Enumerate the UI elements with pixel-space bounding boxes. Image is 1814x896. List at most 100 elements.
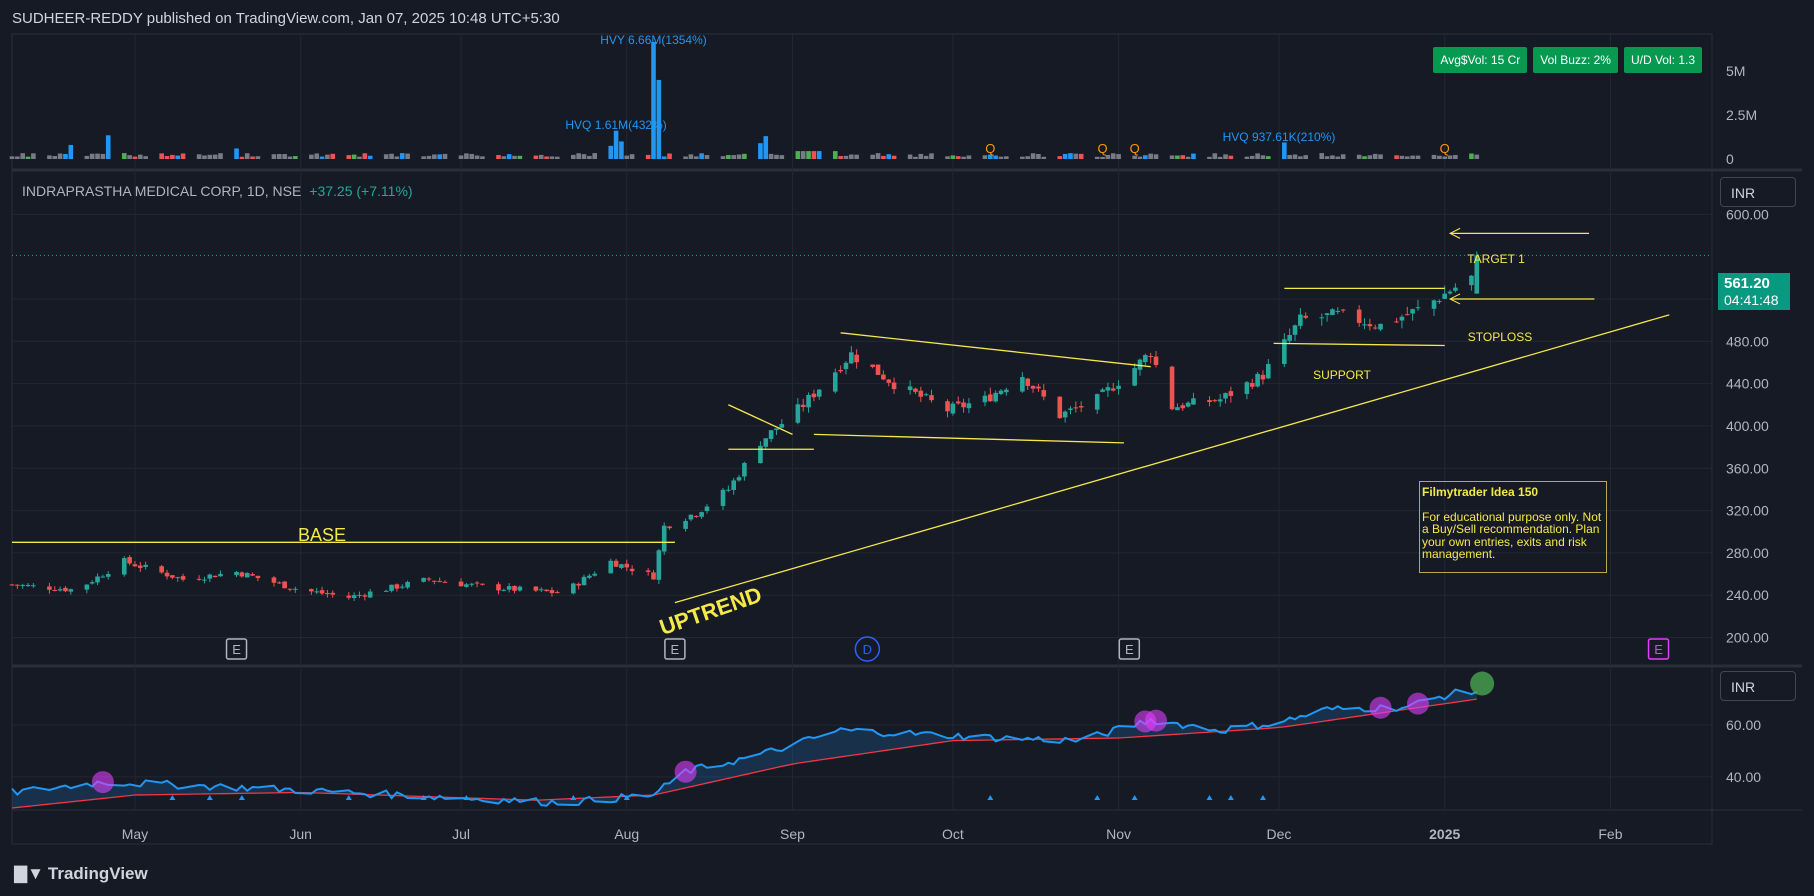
triangle-upper-line — [840, 332, 1151, 368]
volume-bar — [1330, 155, 1335, 159]
candle-body — [870, 364, 875, 367]
candle-body — [982, 395, 988, 403]
volume-bar — [581, 154, 587, 159]
candle-body — [945, 401, 950, 412]
candle-body — [576, 583, 581, 586]
volume-bar — [293, 156, 298, 159]
volume-bar — [693, 156, 699, 159]
volume-bar — [538, 154, 544, 159]
candle-body — [1223, 393, 1228, 399]
event-marker-label: E — [232, 642, 241, 657]
volume-bar — [218, 153, 223, 159]
volume-bar — [656, 79, 662, 159]
rsi-tick-label: 60.00 — [1726, 717, 1761, 733]
volume-bar — [1340, 154, 1346, 159]
volume-bar — [1041, 156, 1047, 159]
price-tick-label: 200.00 — [1726, 630, 1769, 646]
symbol-legend[interactable]: INDRAPRASTHA MEDICAL CORP, 1D, NSE +37.25… — [22, 183, 413, 199]
candle-body — [544, 589, 549, 592]
candle-body — [239, 572, 245, 577]
time-tick-label: Dec — [1267, 826, 1292, 842]
candle-body — [1020, 377, 1025, 392]
volume-bar — [1362, 156, 1367, 159]
candle-body — [1415, 307, 1421, 309]
rsi-highlight-dot — [91, 771, 114, 794]
volume-bar — [52, 156, 58, 159]
rsi-tick-label: 40.00 — [1726, 769, 1761, 785]
candle-body — [143, 564, 148, 567]
volume-bar — [138, 154, 143, 159]
volume-bar — [955, 156, 961, 159]
volume-bar — [1437, 155, 1442, 159]
candle-body — [1372, 327, 1378, 329]
candle-body — [234, 571, 239, 576]
volume-bar — [576, 153, 581, 159]
volume-bar — [512, 155, 517, 159]
candle-body — [1057, 396, 1063, 419]
idea-text: For educational purpose only. Not a Buy/… — [1422, 509, 1602, 561]
candle-body — [57, 589, 63, 591]
volume-label: HVQ 1.61M(432%) — [565, 118, 666, 132]
candle-body — [661, 525, 667, 552]
rsi-arrow-marker — [1206, 795, 1213, 800]
volume-bar — [1217, 156, 1223, 159]
volume-bar — [383, 154, 389, 159]
price-tick-label: 400.00 — [1726, 418, 1769, 434]
rsi-arrow-marker — [345, 795, 352, 800]
volume-bar — [667, 153, 672, 159]
rsi-arrow-marker — [1131, 795, 1138, 800]
candle-body — [15, 584, 20, 586]
volume-bar — [1094, 156, 1100, 159]
volume-bar — [287, 156, 293, 159]
rsi-arrow-marker — [1259, 795, 1266, 800]
volume-bar — [159, 153, 164, 159]
volume-bar — [1298, 156, 1303, 159]
volume-bar — [1474, 154, 1480, 159]
volume-bar — [549, 156, 555, 159]
candle-body — [293, 588, 298, 590]
candle-body — [549, 590, 555, 594]
volume-bar — [180, 153, 186, 159]
candle-body — [25, 584, 31, 587]
volume-bar — [127, 155, 132, 159]
candle-body — [891, 382, 897, 390]
candle-body — [346, 595, 352, 598]
price-tick-label: 480.00 — [1726, 333, 1769, 349]
volume-bar — [357, 156, 362, 159]
tradingview-logo[interactable]: ▇▼ TradingView — [14, 864, 148, 884]
candle-body — [929, 395, 934, 401]
candle-body — [207, 574, 213, 579]
volume-bar — [255, 156, 261, 159]
candle-body — [132, 564, 138, 567]
volume-bar — [1143, 155, 1148, 159]
candle-body — [1442, 293, 1448, 299]
candle-body — [1068, 408, 1073, 410]
volume-bar — [763, 136, 769, 159]
volume-bar — [838, 156, 843, 159]
candle-body — [1191, 398, 1196, 405]
candle-body — [1175, 407, 1180, 411]
candle-body — [474, 582, 480, 584]
volume-bar — [661, 156, 667, 159]
volume-bar — [464, 153, 469, 159]
candle-body — [244, 572, 250, 578]
candle-body — [651, 572, 656, 580]
volume-bar — [421, 156, 426, 159]
candle-body — [1474, 255, 1480, 294]
volume-bar — [629, 154, 635, 159]
candle-body — [218, 573, 223, 577]
volume-bar — [1303, 155, 1309, 159]
time-tick-label: Sep — [780, 826, 805, 842]
bar-countdown: 04:41:48 — [1724, 292, 1779, 308]
candle-body — [988, 394, 993, 402]
currency-button-price[interactable]: INR — [1720, 177, 1796, 207]
volume-bar — [843, 155, 849, 159]
volume-bar — [480, 156, 485, 159]
volume-bar — [1057, 156, 1063, 159]
currency-button-rsi[interactable]: INR — [1720, 671, 1796, 701]
candle-body — [1073, 407, 1079, 409]
volume-bar — [1282, 142, 1287, 159]
candle-body — [816, 389, 822, 397]
volume-bar — [1319, 153, 1325, 159]
rsi-arrow-marker — [1094, 795, 1101, 800]
